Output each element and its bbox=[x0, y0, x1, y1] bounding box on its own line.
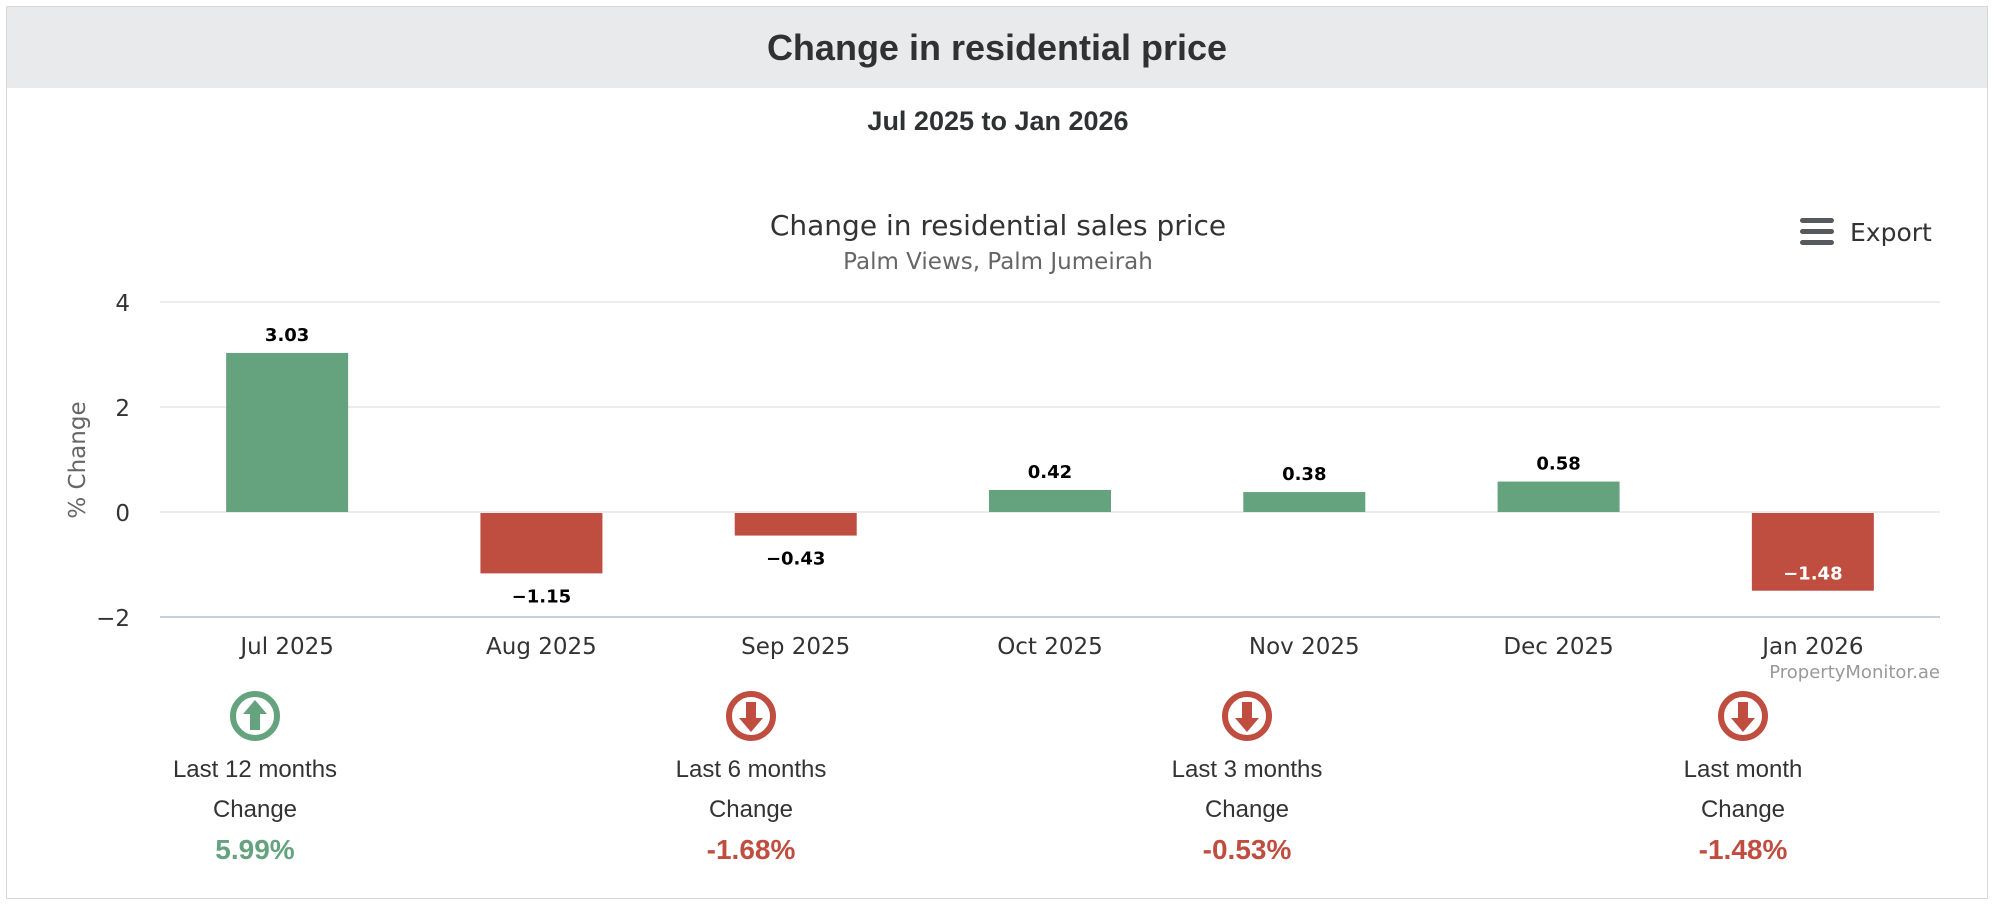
stat-period: Last 12 months bbox=[172, 756, 338, 783]
stat-period: Last 6 months bbox=[675, 756, 827, 783]
arrow-down-circle-icon bbox=[726, 691, 776, 741]
y-tick-label: 0 bbox=[115, 501, 130, 527]
data-label: −0.43 bbox=[766, 549, 826, 570]
stat-card: Last 12 months Change 5.99% bbox=[105, 690, 405, 867]
x-tick-label: Nov 2025 bbox=[1249, 634, 1360, 660]
stat-change-label: Change bbox=[1204, 796, 1290, 823]
stat-change-label: Change bbox=[708, 796, 794, 823]
chart-credit[interactable]: PropertyMonitor.ae bbox=[1769, 662, 1940, 683]
y-axis-title: % Change bbox=[65, 401, 91, 518]
arrow-down-circle-icon bbox=[1718, 691, 1768, 741]
bar-jul-2025[interactable] bbox=[226, 352, 349, 512]
data-label: 0.42 bbox=[1028, 462, 1072, 483]
data-label: −1.48 bbox=[1783, 564, 1843, 585]
bar-sep-2025[interactable] bbox=[734, 513, 857, 536]
bar-nov-2025[interactable] bbox=[1243, 492, 1366, 512]
y-tick-label: 2 bbox=[115, 396, 130, 422]
stat-value: 5.99% bbox=[215, 834, 295, 865]
stat-change-label: Change bbox=[212, 796, 298, 823]
chart-title: Change in residential sales price bbox=[770, 209, 1226, 242]
arrow-up-circle-icon bbox=[230, 691, 280, 741]
stat-card: Last month Change -1.48% bbox=[1593, 690, 1893, 867]
date-range-label: Jul 2025 to Jan 2026 bbox=[867, 106, 1129, 136]
stat-change-label: Change bbox=[1700, 796, 1786, 823]
stat-value: -1.68% bbox=[706, 834, 796, 865]
stat-value: -1.48% bbox=[1698, 834, 1788, 865]
data-label: 3.03 bbox=[265, 325, 309, 346]
bar-dec-2025[interactable] bbox=[1497, 481, 1620, 512]
bar-oct-2025[interactable] bbox=[989, 489, 1111, 512]
bar-aug-2025[interactable] bbox=[480, 513, 603, 574]
data-label: −1.15 bbox=[512, 586, 572, 607]
export-label: Export bbox=[1850, 217, 1932, 247]
x-tick-label: Aug 2025 bbox=[486, 634, 597, 660]
arrow-down-circle-icon bbox=[1222, 691, 1272, 741]
panel-header: Change in residential price bbox=[7, 7, 1987, 88]
stat-period: Last month bbox=[1683, 756, 1803, 783]
stat-value: -0.53% bbox=[1202, 834, 1292, 865]
stat-card: Last 6 months Change -1.68% bbox=[601, 690, 901, 867]
data-label: 0.38 bbox=[1282, 464, 1326, 485]
x-tick-label: Jan 2026 bbox=[1760, 634, 1863, 660]
x-tick-label: Oct 2025 bbox=[997, 634, 1103, 660]
data-label: 0.58 bbox=[1536, 454, 1580, 475]
stat-period: Last 3 months bbox=[1171, 756, 1323, 783]
y-tick-label: −2 bbox=[96, 606, 130, 632]
bar-jan-2026[interactable] bbox=[1751, 513, 1874, 591]
x-tick-label: Jul 2025 bbox=[238, 634, 334, 660]
x-tick-label: Sep 2025 bbox=[741, 634, 850, 660]
chart-subtitle: Palm Views, Palm Jumeirah bbox=[843, 249, 1153, 275]
y-tick-label: 4 bbox=[115, 291, 130, 317]
panel-title: Change in residential price bbox=[766, 26, 1228, 68]
stat-card: Last 3 months Change -0.53% bbox=[1097, 690, 1397, 867]
menu-icon bbox=[1800, 218, 1834, 246]
export-button[interactable]: Export bbox=[1800, 212, 1932, 252]
x-tick-label: Dec 2025 bbox=[1503, 634, 1613, 660]
